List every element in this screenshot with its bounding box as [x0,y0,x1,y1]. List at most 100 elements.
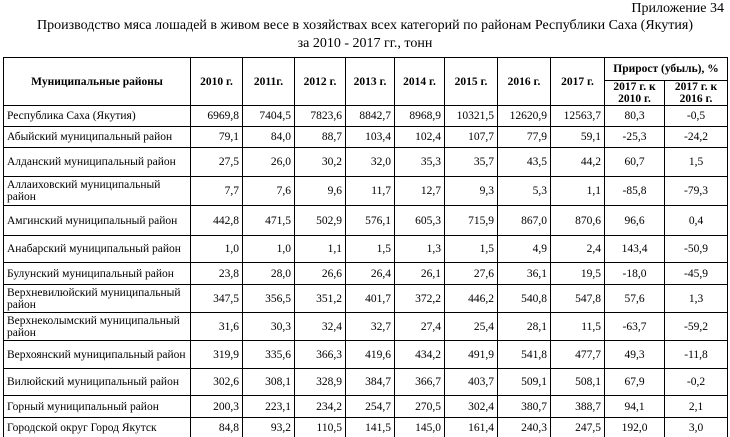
value-cell: 26,1 [394,262,445,285]
value-cell: 27,5 [190,147,243,177]
header-row: Муниципальные районы 2010 г. 2011г. 2012 г.… [3,57,729,106]
district-name: Булунский муниципальный район [3,262,191,285]
value-cell: 434,2 [394,340,445,369]
value-cell: 502,9 [294,205,346,236]
value-cell: 102,4 [394,126,445,148]
value-cell: 254,7 [345,395,395,418]
value-cell: 57,6 [604,284,665,313]
value-cell: 28,1 [497,312,551,341]
title-line: за 2010 - 2017 гг., тонн [297,36,433,51]
value-cell: 372,2 [394,284,445,313]
value-cell: 6969,8 [190,105,243,127]
header-row: 2017 г. к 2010 г. 2017 г. к 2016 г. [4,80,729,106]
value-cell: 161,4 [444,417,498,437]
value-cell: 26,6 [294,262,346,285]
value-cell: 384,7 [345,368,395,396]
value-cell: 4,9 [497,235,551,263]
data-row: Булунский муниципальный район 23,8 28,0 26,… [3,262,729,285]
value-cell: 19,5 [550,262,605,285]
value-cell: 80,3 [604,105,665,127]
value-cell: 1,5 [345,235,395,263]
value-cell: 25,4 [444,312,498,341]
value-cell: 59,1 [550,126,605,148]
value-cell: 547,8 [550,284,605,313]
value-cell: -45,9 [663,262,729,285]
value-cell: -79,3 [663,176,729,206]
value-cell: 419,6 [345,340,395,369]
value-cell: 84,0 [242,126,295,148]
data-row: Амгинский муниципальный район 442,8 471,5 5… [3,205,729,236]
value-cell: 509,1 [497,368,551,396]
district-name: Городской округ Город Якутск [3,417,191,437]
value-cell: 7823,6 [294,105,346,127]
value-cell: 335,6 [242,340,295,369]
value-cell: -59,2 [663,312,729,341]
value-cell: 77,9 [497,126,551,148]
year-header: 2012 г. [294,57,346,106]
value-cell: 446,2 [444,284,498,313]
value-cell: 7404,5 [242,105,295,127]
value-cell: 715,9 [444,205,498,236]
value-cell: 5,3 [497,176,551,206]
value-cell: 110,5 [294,417,346,437]
value-cell: 319,9 [190,340,243,369]
district-name: Вилюйский муниципальный район [3,368,191,396]
value-cell: 12620,9 [497,105,551,127]
data-row: Городской округ Город Якутск 84,8 93,2 110,… [3,417,729,437]
value-cell: 36,1 [497,262,551,285]
value-cell: 27,4 [394,312,445,341]
value-cell: 1,1 [550,176,605,206]
value-cell: 234,2 [294,395,346,418]
value-cell: 9,6 [294,176,346,206]
value-cell: 49,3 [604,340,665,369]
value-cell: -11,8 [663,340,729,369]
district-name: Горный муниципальный район [3,395,191,418]
year-header: 2011г. [242,57,295,106]
value-cell: 32,0 [345,147,395,177]
data-row: Анабарский муниципальный район 1,0 1,0 1,1 1… [3,235,729,263]
value-cell: 328,9 [294,368,346,396]
value-cell: 11,7 [345,176,395,206]
column-header: Муниципальные районы [3,57,191,106]
value-cell: 31,6 [190,312,243,341]
district-name: Республика Саха (Якутия) [3,105,191,127]
value-cell: 8842,7 [345,105,395,127]
district-name: Верхнеколымский муниципальный район [3,312,191,341]
value-cell: -0,2 [663,368,729,396]
value-cell: 1,0 [242,235,295,263]
value-cell: 9,3 [444,176,498,206]
district-name: Верхневилюйский муниципальный район [3,284,191,313]
data-row: Верхнеколымский муниципальный район 31,6 3… [3,312,729,341]
value-cell: 356,5 [242,284,295,313]
value-cell: 351,2 [294,284,346,313]
data-row: Абыйский муниципальный район 79,1 84,0 88,7… [3,126,729,148]
value-cell: 12563,7 [550,105,605,127]
data-row: Аллаиховский муниципальный район 7,7 7,6 9,… [3,176,729,206]
value-cell: 1,1 [294,235,346,263]
year-header: 2013 г. [345,57,395,106]
value-cell: 143,4 [604,235,665,263]
value-cell: 35,7 [444,147,498,177]
value-cell: 23,8 [190,262,243,285]
value-cell: 867,0 [497,205,551,236]
value-cell: 366,7 [394,368,445,396]
value-cell: 223,1 [242,395,295,418]
value-cell: 43,5 [497,147,551,177]
value-cell: 28,0 [242,262,295,285]
value-cell: 347,5 [190,284,243,313]
value-cell: 380,7 [497,395,551,418]
value-cell: 1,5 [444,235,498,263]
value-cell: 79,1 [190,126,243,148]
growth-subheader: 2017 г. к 2010 г. [604,80,665,106]
value-cell: -25,3 [604,126,665,148]
value-cell: 94,1 [604,395,665,418]
value-cell: 30,3 [242,312,295,341]
data-row: Республика Саха (Якутия) 6969,8 7404,5 7823… [3,105,729,127]
value-cell: 11,5 [550,312,605,341]
value-cell: 870,6 [550,205,605,236]
value-cell: 27,6 [444,262,498,285]
value-cell: 508,1 [550,368,605,396]
value-cell: 403,7 [444,368,498,396]
value-cell: 84,8 [190,417,243,437]
